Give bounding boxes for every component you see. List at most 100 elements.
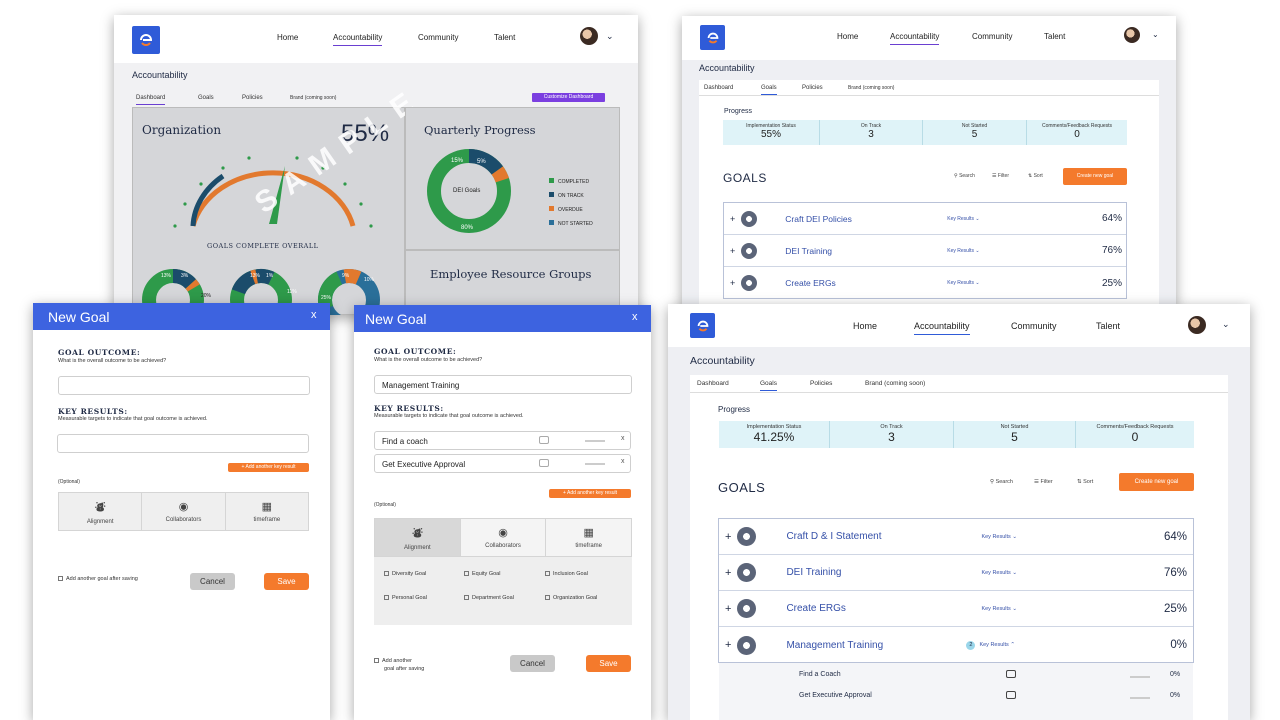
search-tool[interactable]: ⚲ Search <box>990 479 1013 485</box>
remove-icon[interactable]: x <box>621 435 625 442</box>
tab-brand[interactable]: Brand (coming soon) <box>290 95 337 101</box>
progress-slider[interactable] <box>1130 697 1150 699</box>
comment-icon[interactable] <box>1006 691 1016 699</box>
search-tool[interactable]: ⚲ Search <box>954 173 975 179</box>
goal-row[interactable]: + Craft D & I Statement Key Results ⌄ 64… <box>719 519 1193 555</box>
comment-icon[interactable] <box>1006 670 1016 678</box>
key-results-toggle[interactable]: Key Results ⌄ <box>947 216 1067 222</box>
goal-name[interactable]: Management Training <box>786 639 884 651</box>
check-item[interactable]: Inclusion Goal <box>545 571 588 577</box>
check-item[interactable]: Department Goal <box>464 595 514 601</box>
filter-tool[interactable]: ☰ Filter <box>992 173 1009 179</box>
check-item[interactable]: Equity Goal <box>464 571 500 577</box>
key-result-input[interactable]: Find a coach x <box>374 431 631 450</box>
close-icon[interactable]: x <box>311 309 317 321</box>
customize-dashboard-button[interactable]: Customize Dashboard <box>532 93 605 102</box>
alignment-option[interactable]: ⛇ Alignment <box>59 493 143 530</box>
add-another-checkbox[interactable]: Add another goal after saving <box>374 657 464 673</box>
key-result-row[interactable]: Find a Coach 0% <box>719 670 1193 687</box>
expand-icon[interactable]: + <box>725 566 732 579</box>
goal-row[interactable]: + DEI Training Key Results ⌄ 76% <box>719 555 1193 591</box>
expand-icon[interactable]: + <box>725 602 732 615</box>
nav-home[interactable]: Home <box>853 321 878 331</box>
cancel-button[interactable]: Cancel <box>510 655 555 672</box>
goal-row[interactable]: + Create ERGs Key Results ⌄ 25% <box>719 591 1193 627</box>
nav-home[interactable]: Home <box>277 33 299 42</box>
create-goal-button[interactable]: Create new goal <box>1119 473 1194 491</box>
nav-community[interactable]: Community <box>972 32 1013 41</box>
expand-icon[interactable]: + <box>730 245 736 256</box>
logo-icon[interactable] <box>700 25 725 50</box>
goal-row[interactable]: + Management Training 2 Key Results ⌃ 0% <box>719 627 1193 663</box>
nav-home[interactable]: Home <box>837 32 859 41</box>
save-button[interactable]: Save <box>264 573 309 590</box>
key-result-input[interactable] <box>57 434 309 453</box>
add-another-checkbox[interactable]: Add another goal after saving <box>58 575 138 583</box>
goal-name[interactable]: Create ERGs <box>786 603 846 614</box>
key-results-toggle[interactable]: Key Results ⌃ <box>979 642 1111 648</box>
nav-community[interactable]: Community <box>1011 321 1057 331</box>
add-key-result-button[interactable]: + Add another key result <box>228 463 309 472</box>
cancel-button[interactable]: Cancel <box>190 573 235 590</box>
tab-dashboard[interactable]: Dashboard <box>697 380 729 387</box>
tab-goals[interactable]: Goals <box>198 95 214 101</box>
goal-name[interactable]: DEI Training <box>785 245 833 256</box>
goal-name[interactable]: Craft DEI Policies <box>785 213 852 224</box>
comment-icon[interactable] <box>539 436 549 444</box>
timeframe-option[interactable]: ▦ timeframe <box>226 493 308 530</box>
goal-name[interactable]: DEI Training <box>786 567 842 578</box>
sort-tool[interactable]: ⇅ Sort <box>1077 479 1093 485</box>
goal-name[interactable]: Craft D & I Statement <box>786 531 882 542</box>
key-results-toggle[interactable]: Key Results ⌄ <box>947 280 1067 286</box>
remove-icon[interactable]: x <box>621 458 625 465</box>
nav-talent[interactable]: Talent <box>1096 321 1121 331</box>
collaborators-option[interactable]: ◉ Collaborators <box>142 493 226 530</box>
progress-slider[interactable] <box>1130 676 1150 678</box>
avatar[interactable] <box>1124 27 1140 43</box>
tab-goals[interactable]: Goals <box>761 85 777 95</box>
close-icon[interactable]: x <box>632 311 638 323</box>
outcome-input[interactable] <box>58 376 310 395</box>
expand-icon[interactable]: + <box>730 213 736 224</box>
key-results-toggle[interactable]: Key Results ⌄ <box>981 534 1126 540</box>
outcome-input[interactable]: Management Training <box>374 375 632 394</box>
key-result-input[interactable]: Get Executive Approval x <box>374 454 631 473</box>
expand-icon[interactable]: + <box>725 530 732 543</box>
tab-policies[interactable]: Policies <box>810 380 833 387</box>
check-item[interactable]: Diversity Goal <box>384 571 426 577</box>
timeframe-option[interactable]: ▦ timeframe <box>546 519 631 556</box>
tab-brand[interactable]: Brand (coming soon) <box>865 380 926 387</box>
expand-icon[interactable]: + <box>730 278 736 288</box>
check-item[interactable]: Organization Goal <box>545 595 597 601</box>
tab-policies[interactable]: Policies <box>242 95 263 101</box>
nav-accountability[interactable]: Accountability <box>914 321 970 335</box>
nav-talent[interactable]: Talent <box>494 33 516 42</box>
tab-dashboard[interactable]: Dashboard <box>704 85 734 91</box>
avatar[interactable] <box>580 27 598 45</box>
progress-slider[interactable] <box>585 463 605 465</box>
expand-icon[interactable]: + <box>725 639 732 651</box>
logo-icon[interactable] <box>132 26 160 54</box>
goal-row[interactable]: + Craft DEI Policies Key Results ⌄ 64% <box>724 203 1126 235</box>
sort-tool[interactable]: ⇅ Sort <box>1028 173 1043 179</box>
progress-slider[interactable] <box>585 440 605 442</box>
chevron-down-icon[interactable]: ⌄ <box>1222 319 1230 329</box>
tab-goals[interactable]: Goals <box>760 380 777 391</box>
create-goal-button[interactable]: Create new goal <box>1063 168 1127 185</box>
tab-policies[interactable]: Policies <box>802 85 823 91</box>
avatar[interactable] <box>1188 316 1206 334</box>
goal-name[interactable]: Create ERGs <box>785 278 836 288</box>
filter-tool[interactable]: ☰ Filter <box>1034 479 1053 485</box>
key-results-toggle[interactable]: Key Results ⌄ <box>947 248 1067 254</box>
check-item[interactable]: Personal Goal <box>384 595 427 601</box>
goal-row[interactable]: + Create ERGs Key Results ⌄ 25% <box>724 267 1126 299</box>
checkbox[interactable] <box>374 658 379 664</box>
logo-icon[interactable] <box>690 313 715 338</box>
key-results-toggle[interactable]: Key Results ⌄ <box>981 606 1126 612</box>
nav-community[interactable]: Community <box>418 33 459 42</box>
nav-accountability[interactable]: Accountability <box>333 33 383 46</box>
alignment-option[interactable]: ⛇ Alignment <box>375 519 461 556</box>
nav-talent[interactable]: Talent <box>1044 32 1066 41</box>
key-result-row[interactable]: Get Executive Approval 0% <box>719 691 1193 708</box>
tab-dashboard[interactable]: Dashboard <box>136 95 166 105</box>
